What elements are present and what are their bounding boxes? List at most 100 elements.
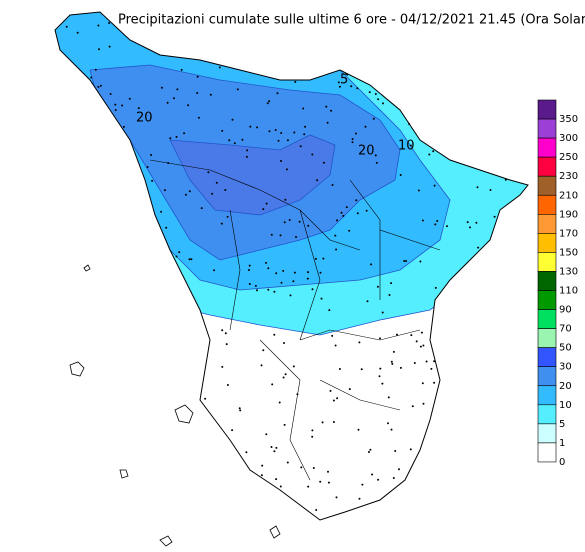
legend-swatch: [537, 156, 557, 177]
legend-swatch: [537, 347, 557, 367]
station-dot: [355, 199, 358, 202]
station-dot: [294, 80, 297, 83]
station-dot: [283, 423, 286, 426]
station-dot: [358, 341, 361, 344]
station-dot: [282, 376, 285, 379]
station-dot: [446, 225, 448, 228]
station-dot: [377, 478, 380, 481]
station-dot: [408, 123, 411, 125]
station-dot: [178, 251, 181, 254]
legend-swatch: [537, 328, 557, 348]
station-dot: [419, 345, 422, 348]
station-dot: [276, 92, 279, 95]
legend-swatch: [537, 385, 557, 406]
station-dot: [433, 184, 436, 187]
station-dot: [361, 483, 364, 486]
station-dot: [375, 161, 378, 164]
station-dot: [98, 48, 100, 51]
station-dot: [390, 428, 393, 431]
station-dot: [351, 138, 354, 140]
station-dot: [379, 367, 382, 370]
station-dot: [262, 208, 265, 211]
station-dot: [114, 103, 117, 106]
station-dot: [97, 24, 100, 27]
station-dot: [351, 141, 354, 144]
station-dot: [396, 333, 398, 336]
station-dot: [436, 220, 439, 222]
station-dot: [163, 189, 166, 192]
station-dot: [312, 467, 315, 469]
station-dot: [108, 45, 111, 48]
station-dot: [183, 132, 186, 135]
station-dot: [421, 219, 424, 222]
map-title: Precipitazioni cumulate sulle ultime 6 o…: [118, 13, 585, 28]
station-dot: [245, 451, 248, 454]
legend-label: 190: [559, 209, 578, 220]
station-dot: [293, 271, 296, 274]
legend-swatch: [537, 99, 557, 120]
station-dot: [283, 342, 285, 344]
station-dot: [391, 362, 394, 365]
station-dot: [280, 160, 282, 162]
station-dot: [387, 396, 390, 399]
station-dot: [366, 300, 369, 303]
station-dot: [368, 91, 371, 94]
station-dot: [283, 221, 286, 224]
legend-label: 20: [559, 381, 572, 392]
station-dot: [354, 132, 357, 135]
station-dot: [224, 189, 227, 191]
station-dot: [268, 130, 271, 133]
station-dot: [236, 88, 239, 91]
station-dot: [329, 389, 332, 392]
station-dot: [365, 209, 368, 212]
station-dot: [434, 286, 437, 289]
station-dot: [260, 474, 263, 477]
station-dot: [197, 116, 200, 119]
station-dot: [342, 214, 345, 217]
legend-swatch: [537, 423, 557, 444]
station-dot: [399, 174, 402, 176]
station-dot: [221, 129, 224, 132]
legend-label: 1: [559, 438, 565, 449]
islands: [69, 264, 281, 547]
station-dot: [469, 226, 471, 229]
station-dot: [321, 421, 324, 424]
station-dot: [241, 138, 244, 141]
station-dot: [410, 334, 413, 337]
station-dot: [175, 135, 178, 138]
station-dot: [196, 92, 199, 94]
station-dot: [350, 85, 353, 88]
station-dot: [180, 68, 183, 71]
station-dot: [364, 125, 367, 128]
station-dot: [273, 290, 276, 293]
station-dot: [420, 331, 423, 334]
station-dot: [381, 382, 384, 385]
station-dot: [303, 133, 306, 136]
station-dot: [322, 257, 325, 260]
station-dot: [248, 283, 251, 285]
station-dots: [65, 22, 507, 511]
legend-swatch: [537, 194, 557, 215]
legend-swatch: [537, 118, 557, 139]
station-dot: [335, 248, 338, 251]
station-dot: [176, 88, 179, 91]
station-dot: [315, 509, 318, 511]
station-dot: [300, 466, 303, 469]
station-dot: [218, 66, 221, 69]
station-dot: [336, 397, 339, 400]
station-dot: [224, 332, 227, 335]
contour-label: 20: [358, 144, 375, 159]
station-dot: [270, 233, 273, 236]
legend-swatch: [537, 404, 557, 425]
station-dot: [476, 186, 479, 189]
station-dot: [268, 100, 271, 103]
station-dot: [267, 288, 270, 291]
station-dot: [221, 329, 224, 332]
station-dot: [421, 382, 424, 385]
station-dot: [475, 221, 478, 224]
station-dot: [292, 365, 295, 368]
station-dot: [378, 375, 381, 378]
station-dot: [275, 272, 278, 275]
station-dot: [314, 257, 317, 260]
